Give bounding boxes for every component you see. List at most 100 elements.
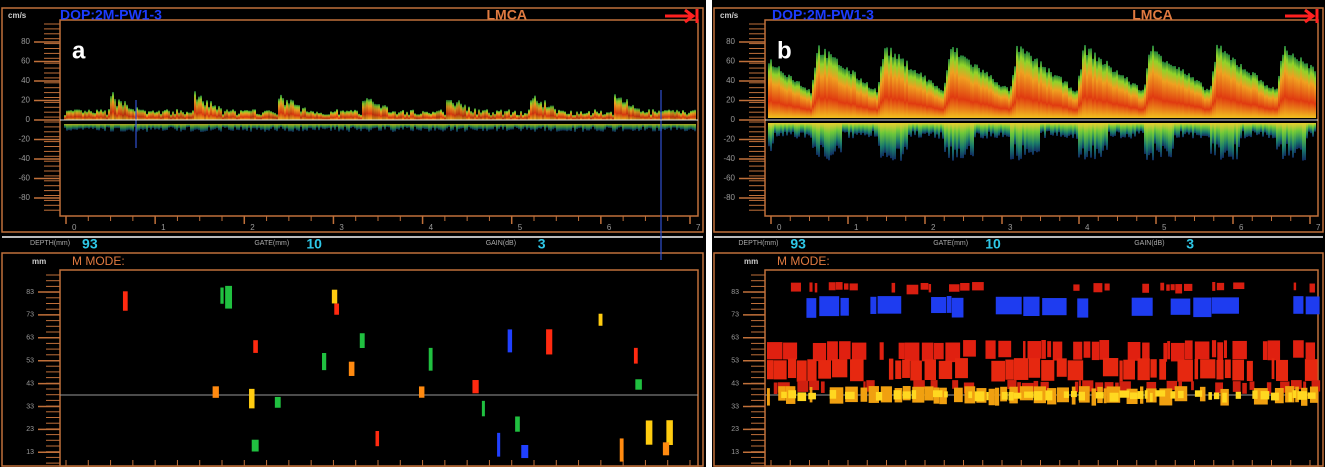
speckle xyxy=(1036,58,1038,118)
speckle xyxy=(92,124,94,130)
speckle xyxy=(640,111,642,120)
speckle xyxy=(978,67,980,118)
echo xyxy=(893,390,901,400)
echo xyxy=(807,359,817,382)
speckle xyxy=(690,110,692,120)
speckle xyxy=(564,111,566,120)
speckle xyxy=(490,114,492,120)
y-tick-label: 33 xyxy=(26,403,34,410)
speckle xyxy=(832,123,834,155)
speckle xyxy=(478,109,480,120)
speckle xyxy=(1096,123,1098,149)
speckle xyxy=(612,114,614,120)
echo xyxy=(809,282,813,292)
speckle xyxy=(1282,123,1284,160)
echo xyxy=(955,358,968,379)
speckle xyxy=(300,124,302,128)
speckle xyxy=(460,124,462,129)
depth-unit: mm xyxy=(32,257,46,266)
echo xyxy=(939,387,947,405)
speckle xyxy=(276,114,278,120)
speckle xyxy=(224,124,226,129)
speckle xyxy=(678,124,680,129)
speckle xyxy=(450,100,452,120)
speckle xyxy=(200,95,202,120)
echo xyxy=(946,296,952,313)
echo xyxy=(635,379,642,390)
speckle xyxy=(782,123,784,137)
speckle xyxy=(576,124,578,130)
speckle xyxy=(252,124,254,129)
speckle xyxy=(128,124,130,130)
speckle xyxy=(1052,123,1054,136)
speckle xyxy=(606,112,608,120)
speckle xyxy=(1298,61,1300,118)
speckle xyxy=(1132,123,1134,134)
speckle xyxy=(1120,123,1122,139)
speckle xyxy=(1210,85,1212,118)
speckle xyxy=(922,123,924,134)
speckle xyxy=(562,124,564,131)
speckle xyxy=(420,124,422,131)
echo xyxy=(375,430,380,447)
echo xyxy=(1170,298,1191,315)
x-tick-label: 1 xyxy=(854,223,859,232)
speckle xyxy=(396,114,398,120)
speckle xyxy=(384,124,386,130)
speckle xyxy=(282,98,284,120)
speckle xyxy=(906,60,908,118)
echo xyxy=(933,342,944,360)
speckle xyxy=(468,124,470,128)
speckle xyxy=(664,124,666,130)
speckle xyxy=(608,112,610,120)
speckle xyxy=(1012,123,1014,160)
speckle xyxy=(916,123,918,132)
speckle xyxy=(886,47,888,118)
speckle xyxy=(1208,123,1210,138)
speckle xyxy=(292,124,294,132)
echo xyxy=(1304,359,1318,381)
speckle xyxy=(1158,123,1160,153)
speckle xyxy=(168,124,170,128)
speckle xyxy=(82,124,84,130)
speckle xyxy=(1136,123,1138,132)
speckle xyxy=(600,124,602,132)
speckle xyxy=(1134,123,1136,137)
speckle xyxy=(132,124,134,132)
speckle xyxy=(1270,88,1272,118)
speckle xyxy=(220,108,222,120)
speckle xyxy=(988,123,990,132)
speckle xyxy=(1048,68,1050,118)
speckle xyxy=(478,124,480,129)
speckle xyxy=(1054,75,1056,118)
speckle xyxy=(1032,61,1034,118)
speckle xyxy=(792,80,794,118)
speckle xyxy=(1194,80,1196,118)
echo xyxy=(835,282,843,290)
speckle xyxy=(404,124,406,128)
speckle xyxy=(372,124,374,129)
echo xyxy=(819,296,840,317)
speckle xyxy=(92,112,94,120)
y-tick-label: 83 xyxy=(26,289,34,296)
speckle xyxy=(774,67,776,118)
speckle xyxy=(672,109,674,120)
speckle xyxy=(1284,123,1286,156)
echo xyxy=(767,388,770,406)
speckle xyxy=(1122,75,1124,118)
speckle xyxy=(348,110,350,120)
speckle xyxy=(1088,123,1090,152)
echo xyxy=(1109,392,1119,402)
speckle xyxy=(1078,75,1080,118)
speckle xyxy=(1272,123,1274,139)
speckle xyxy=(940,123,942,133)
speckle xyxy=(692,110,694,120)
speckle xyxy=(310,110,312,120)
speckle xyxy=(1198,123,1200,136)
x-tick-label: 0 xyxy=(777,223,782,232)
speckle xyxy=(998,84,1000,118)
x-tick-label: 2 xyxy=(931,223,936,232)
speckle xyxy=(596,124,598,132)
speckle xyxy=(596,111,598,120)
echo xyxy=(863,381,866,392)
